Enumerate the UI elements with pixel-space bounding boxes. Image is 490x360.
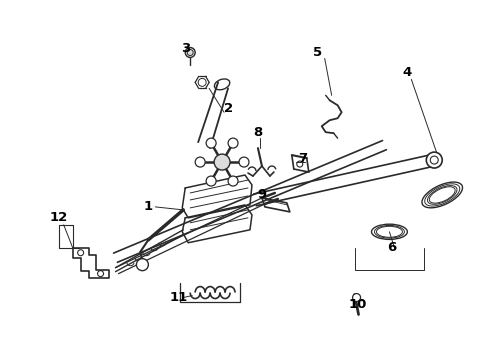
Text: 3: 3 bbox=[181, 42, 190, 55]
Circle shape bbox=[214, 154, 230, 170]
Circle shape bbox=[136, 259, 148, 271]
Text: 8: 8 bbox=[253, 126, 263, 139]
Text: 1: 1 bbox=[144, 201, 153, 213]
Text: 4: 4 bbox=[403, 66, 412, 79]
Text: 6: 6 bbox=[387, 241, 396, 254]
Text: 7: 7 bbox=[298, 152, 307, 165]
Text: 11: 11 bbox=[169, 291, 187, 304]
Circle shape bbox=[206, 138, 216, 148]
Circle shape bbox=[239, 157, 249, 167]
Circle shape bbox=[228, 176, 238, 186]
Text: 12: 12 bbox=[49, 211, 68, 224]
Circle shape bbox=[353, 293, 361, 302]
Circle shape bbox=[195, 157, 205, 167]
Circle shape bbox=[228, 138, 238, 148]
Text: 5: 5 bbox=[313, 46, 322, 59]
Circle shape bbox=[426, 152, 442, 168]
Text: 2: 2 bbox=[223, 102, 233, 115]
Circle shape bbox=[185, 48, 195, 58]
Text: 9: 9 bbox=[257, 188, 267, 202]
Text: 10: 10 bbox=[348, 298, 367, 311]
Circle shape bbox=[206, 176, 216, 186]
